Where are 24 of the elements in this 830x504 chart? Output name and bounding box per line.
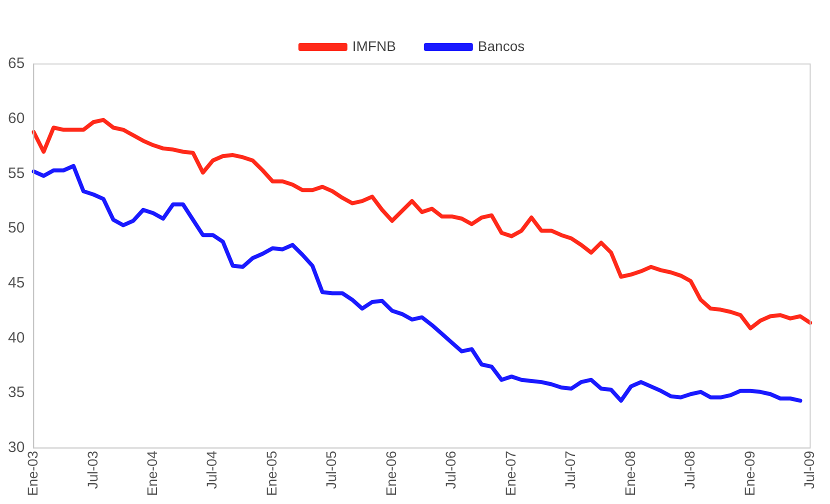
y-tick-label: 65 — [8, 55, 25, 72]
y-tick-label: 35 — [8, 384, 25, 402]
x-tick-label: Ene-05 — [263, 450, 280, 496]
x-tick-label: Jul-05 — [323, 450, 340, 489]
x-tick-label: Ene-03 — [24, 450, 41, 496]
x-tick-label: Ene-07 — [502, 450, 518, 496]
legend-label: Bancos — [478, 38, 525, 54]
x-tick-label: Ene-04 — [144, 450, 160, 496]
x-tick-label: Ene-09 — [741, 450, 758, 496]
legend-label: IMFNB — [352, 38, 396, 54]
y-tick-label: 55 — [8, 164, 25, 182]
x-tick-label: Ene-08 — [622, 450, 638, 496]
y-tick-label: 30 — [8, 438, 25, 456]
y-tick-label: 60 — [8, 110, 25, 127]
x-tick-label: Jul-08 — [682, 450, 698, 489]
x-tick-label: Ene-06 — [382, 450, 399, 496]
y-tick-label: 40 — [8, 329, 25, 346]
y-tick-label: 45 — [8, 274, 25, 292]
y-tick-label: 50 — [8, 220, 25, 237]
x-tick-label: Jul-07 — [562, 450, 578, 489]
x-tick-label: Jul-06 — [442, 450, 459, 489]
x-tick-label: Jul-03 — [84, 450, 100, 489]
x-tick-label: Jul-09 — [801, 450, 818, 489]
x-tick-label: Jul-04 — [204, 450, 220, 489]
